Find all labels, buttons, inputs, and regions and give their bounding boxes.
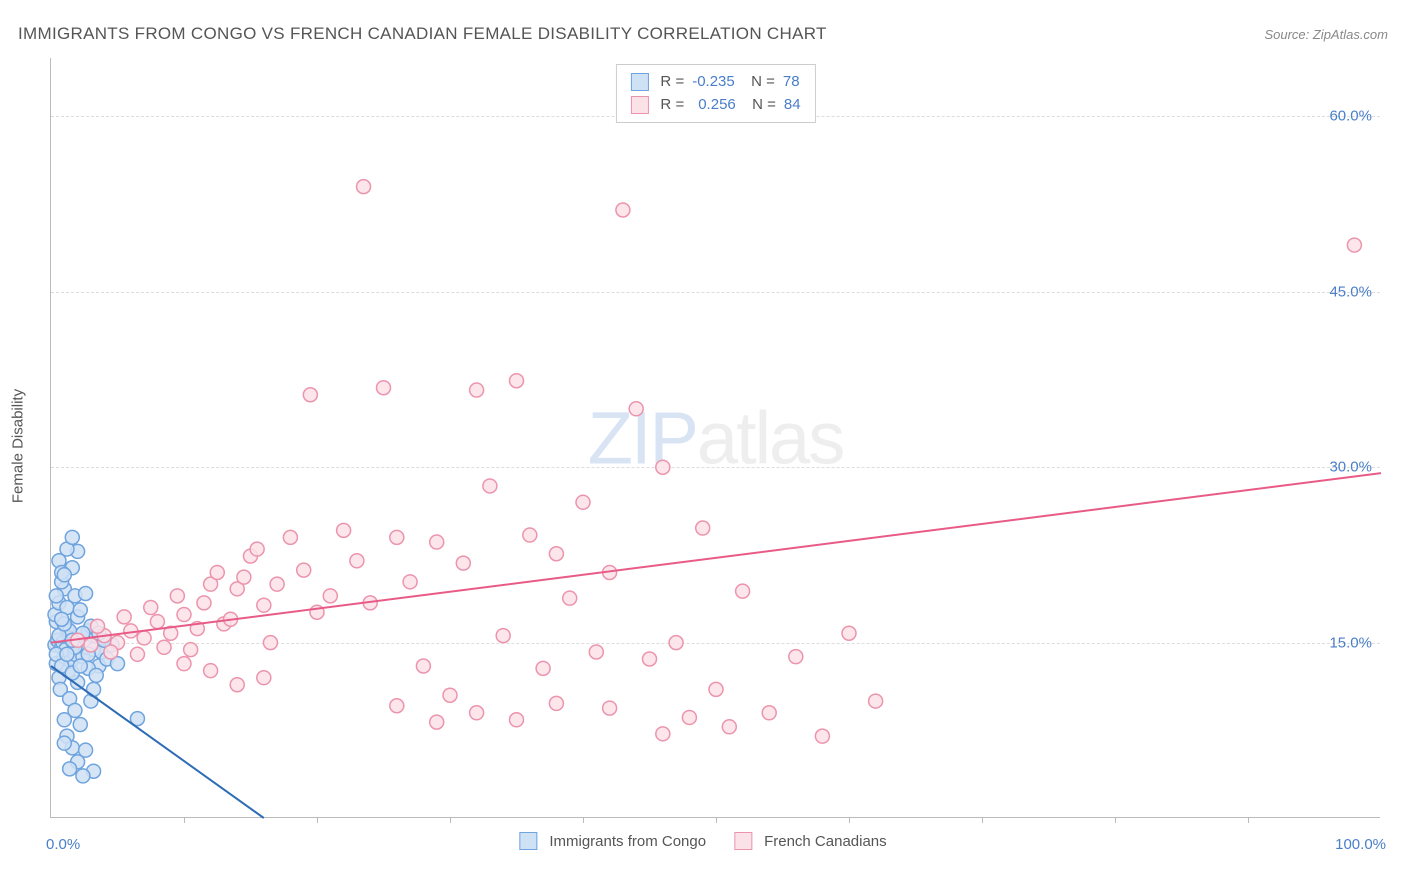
y-axis-label: Female Disability [10, 389, 27, 503]
y-tick-label: 60.0% [1329, 108, 1372, 125]
legend-row-congo: R = -0.235 N = 78 [630, 71, 800, 94]
source-attribution: Source: ZipAtlas.com [1264, 27, 1388, 42]
swatch-congo [630, 73, 648, 91]
swatch-french [630, 96, 648, 114]
legend-item-french: French Canadians [734, 832, 887, 850]
x-tick-max: 100.0% [1335, 836, 1386, 853]
legend-item-congo: Immigrants from Congo [519, 832, 706, 850]
scatter-svg [51, 58, 1380, 817]
y-tick-label: 45.0% [1329, 283, 1372, 300]
y-tick-label: 15.0% [1329, 634, 1372, 651]
series-legend: Immigrants from Congo French Canadians [519, 832, 886, 850]
x-tick-min: 0.0% [46, 836, 80, 853]
plot-area: ZIPatlas R = -0.235 N = 78 R = 0.256 N =… [50, 58, 1380, 818]
correlation-legend: R = -0.235 N = 78 R = 0.256 N = 84 [615, 64, 815, 123]
chart-title: IMMIGRANTS FROM CONGO VS FRENCH CANADIAN… [18, 24, 827, 44]
y-tick-label: 30.0% [1329, 459, 1372, 476]
swatch-congo-icon [519, 832, 537, 850]
legend-row-french: R = 0.256 N = 84 [630, 94, 800, 117]
swatch-french-icon [734, 832, 752, 850]
